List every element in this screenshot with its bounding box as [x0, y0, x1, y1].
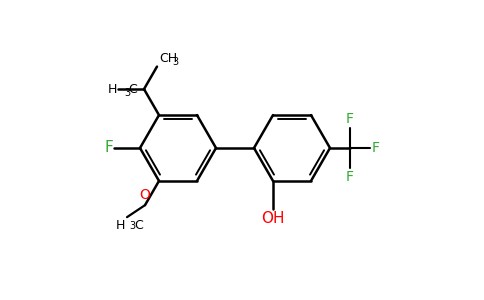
Text: F: F: [346, 170, 354, 184]
Text: H: H: [107, 82, 117, 96]
Text: O: O: [139, 188, 151, 202]
Text: C: C: [134, 219, 143, 232]
Text: 3: 3: [172, 57, 178, 67]
Text: OH: OH: [261, 211, 285, 226]
Text: 3: 3: [129, 221, 135, 231]
Text: F: F: [104, 140, 113, 155]
Text: C: C: [128, 82, 137, 96]
Text: F: F: [372, 141, 380, 155]
Text: 3: 3: [124, 88, 130, 98]
Text: CH: CH: [159, 52, 177, 64]
Text: F: F: [346, 112, 354, 126]
Text: H: H: [116, 219, 125, 232]
